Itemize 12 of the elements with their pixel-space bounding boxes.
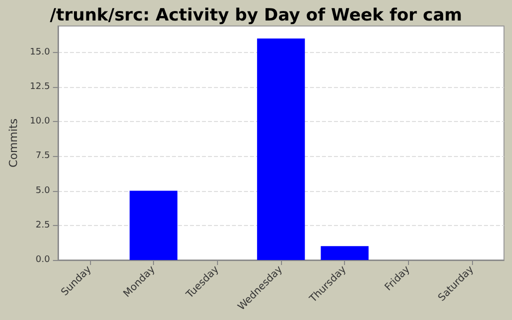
bar xyxy=(257,38,305,260)
y-axis-title: Commits xyxy=(7,118,20,168)
y-tick-label: 5.0 xyxy=(36,186,50,196)
y-tick-label: 10.0 xyxy=(30,116,50,127)
chart-title: /trunk/src: Activity by Day of Week for cam xyxy=(50,6,462,26)
y-tick-label: 15.0 xyxy=(30,47,50,58)
y-tick-label: 2.5 xyxy=(36,220,50,230)
y-tick-label: 0.0 xyxy=(36,255,50,265)
bar xyxy=(130,190,178,260)
y-tick-label: 12.5 xyxy=(30,82,50,92)
y-tick-label: 7.5 xyxy=(36,151,50,162)
bar xyxy=(320,246,369,260)
